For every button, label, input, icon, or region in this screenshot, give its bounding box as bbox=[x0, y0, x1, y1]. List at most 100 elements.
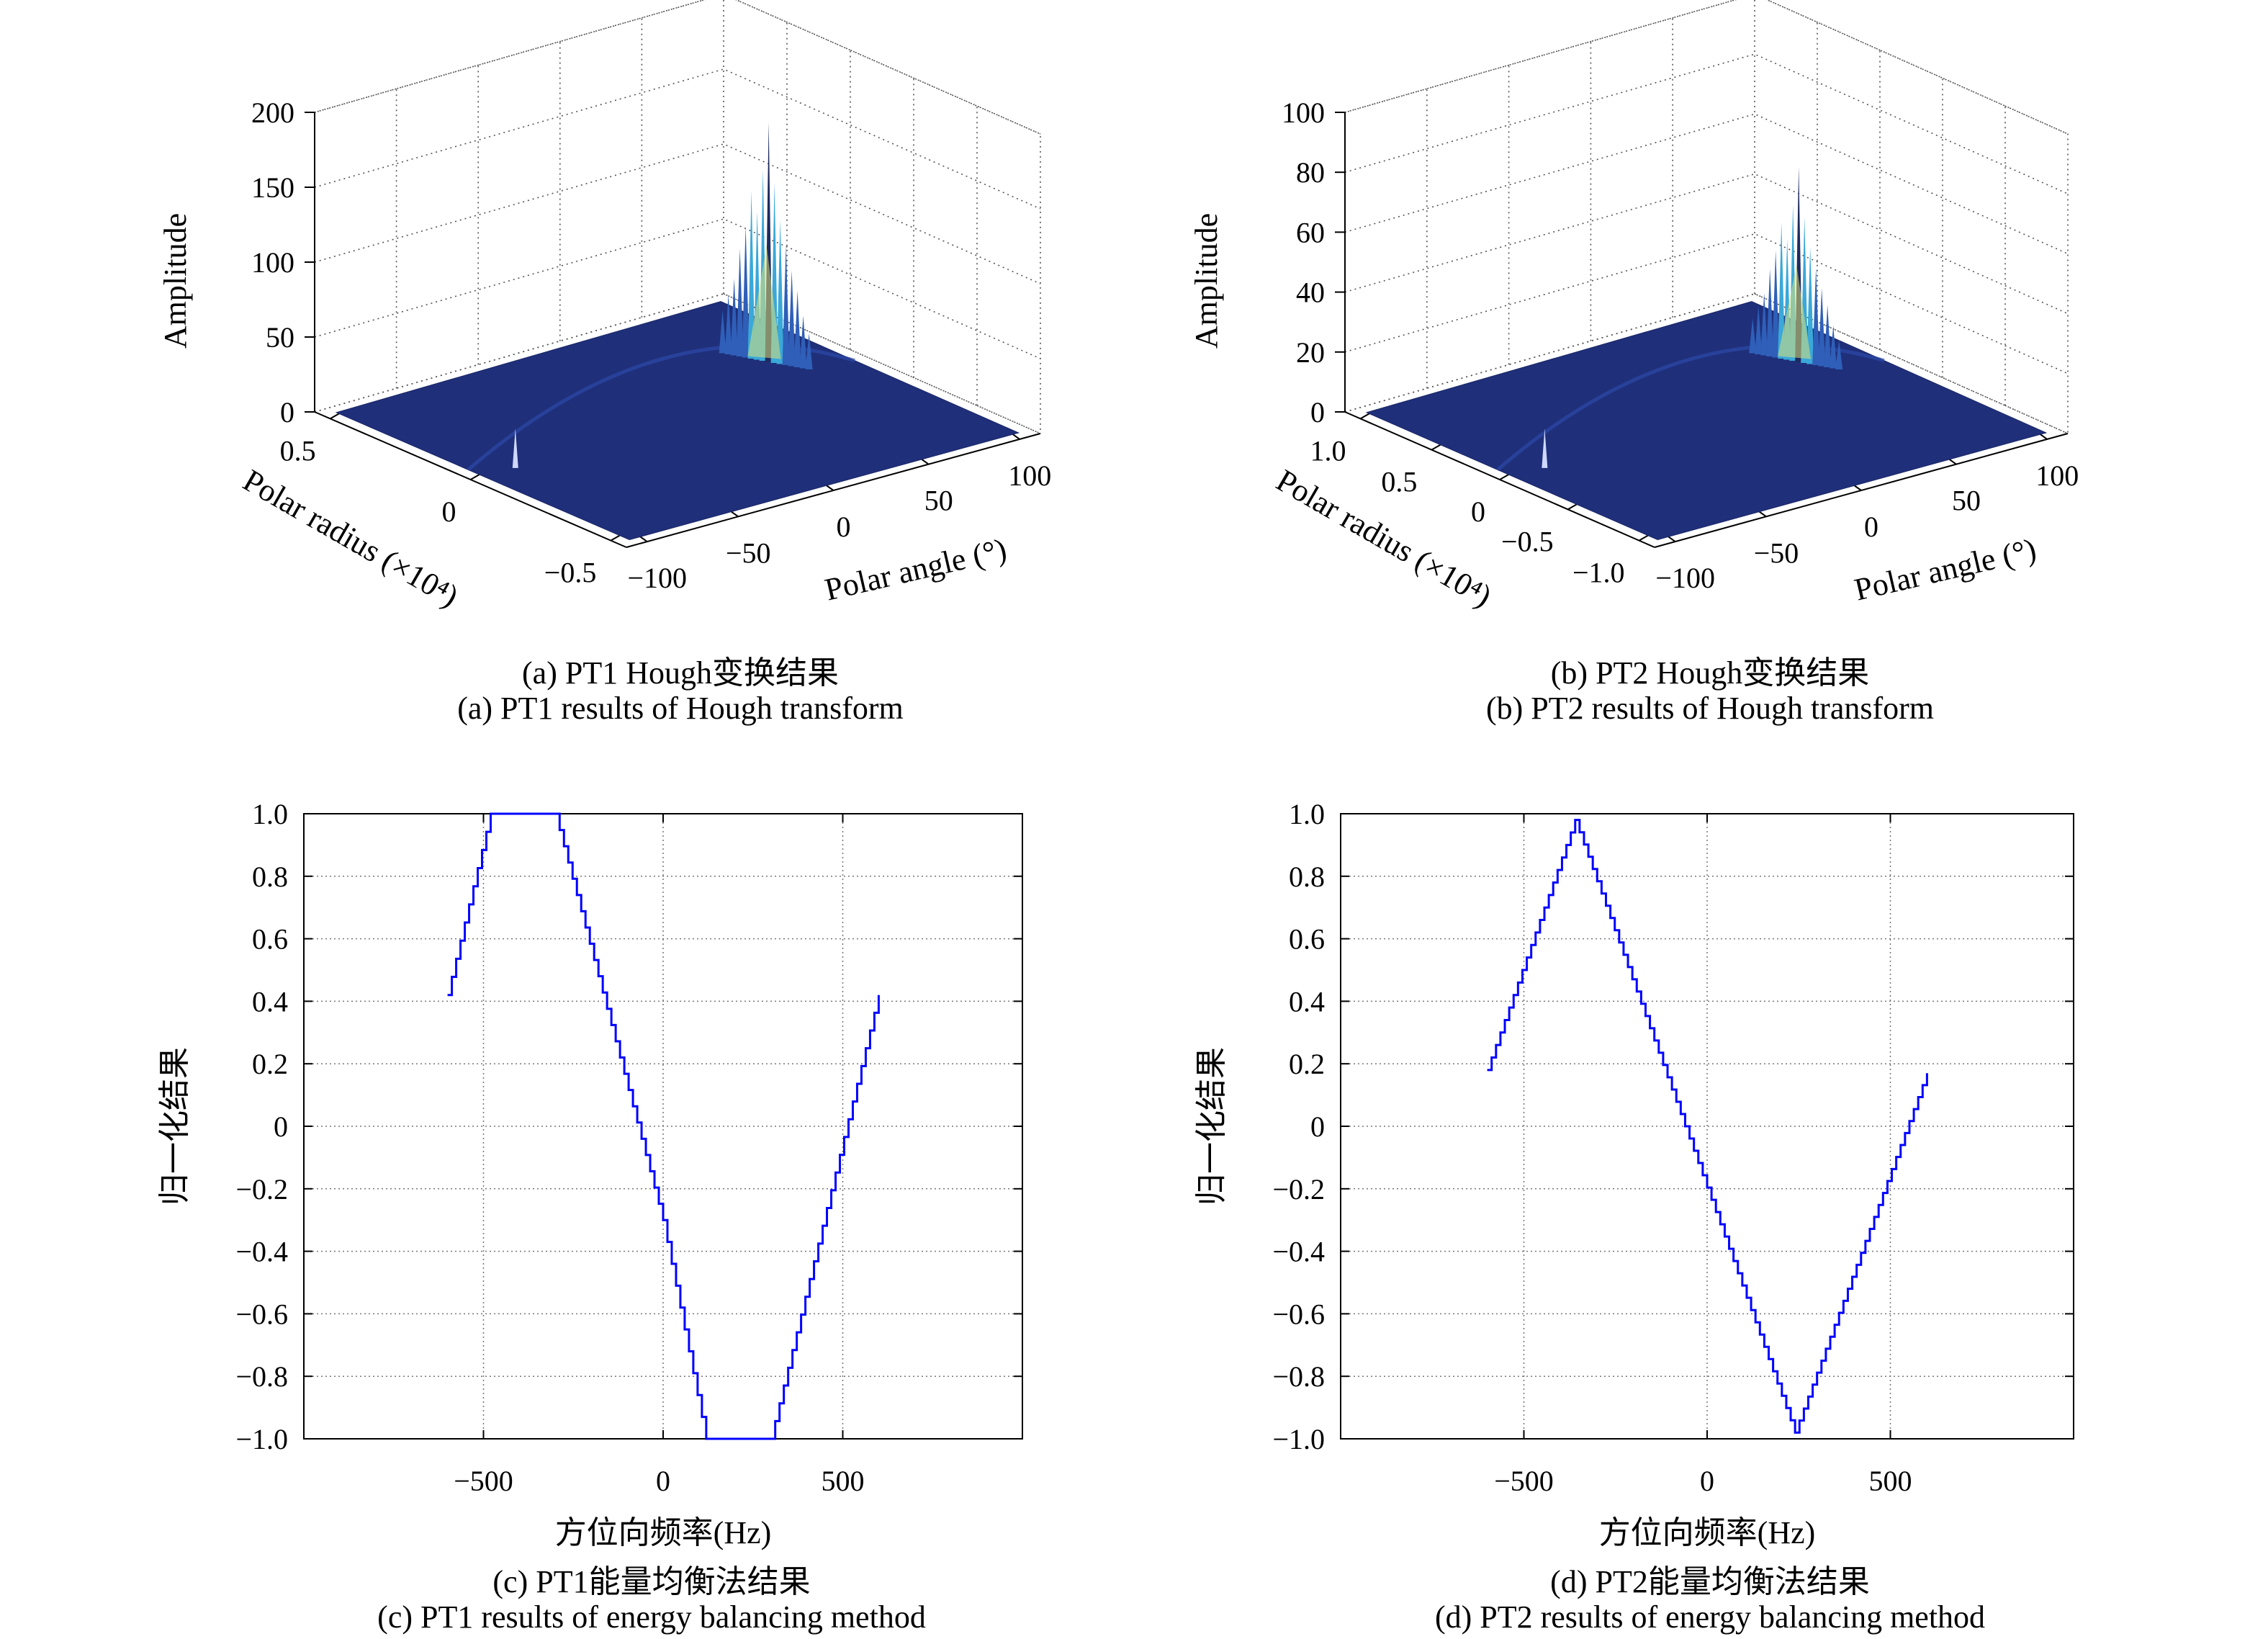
y-tick-label: −0.2 bbox=[235, 1173, 288, 1205]
panel-c: 1.0 0.8 0.6 0.4 0.2 0 −0.2 −0.4 −0.6 −0.8 −1.0 −500… bbox=[157, 798, 1023, 1635]
y-tick-label: 0.6 bbox=[1289, 923, 1325, 956]
panel-b: 0 20 40 60 80 100 1.0 0.5 0 −0.5 −1.0 −100 −50 0 50 100… bbox=[0, 0, 2268, 749]
x-tick-label: −100 bbox=[1655, 562, 1715, 594]
z-grid-line bbox=[1344, 293, 2069, 434]
surface-floor bbox=[1365, 301, 2048, 541]
surface-peak-spike bbox=[742, 225, 750, 358]
surface-ridge bbox=[467, 343, 855, 472]
z-tick-label: 50 bbox=[266, 321, 294, 354]
surface-peak-spike bbox=[1766, 269, 1774, 356]
y-tick-label: 0.8 bbox=[1289, 861, 1325, 893]
z-grid-line bbox=[1344, 0, 2069, 135]
z-tick-label: 80 bbox=[1296, 156, 1325, 189]
x-axis-label: 方位向频率(Hz) bbox=[1599, 1515, 1816, 1550]
surface-peak-spike bbox=[1806, 247, 1814, 364]
z-tick-label: 100 bbox=[1282, 96, 1325, 129]
z-grid-line bbox=[314, 293, 1041, 434]
z-axis-label: Amplitude bbox=[158, 213, 193, 349]
x-tick-label: 500 bbox=[822, 1465, 865, 1497]
x-tick-label: −50 bbox=[1754, 536, 1799, 569]
y-tick-label: 0 bbox=[1310, 1110, 1325, 1143]
y-tick bbox=[1499, 473, 1511, 480]
surface-peak-spike bbox=[1772, 250, 1780, 358]
surface-peak-spike bbox=[793, 290, 801, 367]
x-tick-label: 50 bbox=[924, 485, 953, 517]
z-grid-line bbox=[1344, 173, 2069, 315]
y-tick bbox=[1639, 534, 1650, 542]
surface-peak-spike bbox=[1830, 325, 1837, 369]
z-tick-label: 20 bbox=[1296, 336, 1325, 369]
surface-peak-spike bbox=[1818, 288, 1826, 367]
y-axis-label: 归一化结果 bbox=[1194, 1047, 1229, 1205]
caption-en-a: (a) PT1 results of Hough transform bbox=[457, 691, 904, 726]
z-axis-label: Amplitude bbox=[1189, 213, 1224, 349]
x-tick-label: 0 bbox=[837, 511, 851, 543]
y-tick-label: −0.4 bbox=[1272, 1236, 1325, 1268]
z-grid-line bbox=[314, 0, 1041, 135]
surface-peak-spike bbox=[788, 270, 796, 367]
surface-ridge bbox=[1496, 343, 1885, 472]
caption-en-d: (d) PT2 results of energy balancing meth… bbox=[1434, 1599, 1986, 1635]
surface-side-spike bbox=[1542, 428, 1548, 468]
surface-peak-spike bbox=[1835, 340, 1843, 369]
series-line bbox=[447, 812, 880, 1440]
y-tick-label: 0.8 bbox=[252, 861, 288, 893]
z-tick-label: 60 bbox=[1296, 216, 1325, 248]
y-tick-label: −0.6 bbox=[235, 1298, 288, 1330]
surface-peak-spike bbox=[1755, 305, 1763, 354]
z-tick-label: 40 bbox=[1296, 277, 1325, 309]
line-chart-c: 1.0 0.8 0.6 0.4 0.2 0 −0.2 −0.4 −0.6 −0.8 −1.0 −500… bbox=[157, 798, 1023, 1550]
z-grid-line bbox=[314, 68, 1041, 210]
x-tick-label: 100 bbox=[2035, 459, 2079, 492]
surface-peak-spike bbox=[1778, 222, 1786, 359]
box-floor-edge bbox=[1754, 293, 2069, 434]
surface-peak-spike bbox=[747, 190, 755, 359]
x-tick-label: 50 bbox=[1952, 485, 1981, 517]
surface-peak-spike bbox=[719, 310, 726, 354]
x-tick-label: 0 bbox=[1864, 511, 1878, 543]
y-tick-label: −0.8 bbox=[235, 1360, 288, 1393]
caption-cn-b: (b) PT2 Hough变换结果 bbox=[1550, 655, 1870, 691]
surface-chart-a: 0 50 100 150 200 0.5 0 −0.5 −100 −50 0 50 100 Amplitu… bbox=[158, 0, 1051, 614]
y-tick-label: 1.0 bbox=[252, 798, 288, 830]
z-grid-line bbox=[314, 143, 1041, 284]
series-line bbox=[1487, 819, 1928, 1434]
surface-peak-highlight bbox=[747, 245, 781, 359]
z-grid-line bbox=[1344, 113, 2069, 255]
surface-peak-spike bbox=[1760, 292, 1768, 356]
y-tick-label: 1.0 bbox=[1289, 798, 1325, 830]
x-tick-label: −500 bbox=[1494, 1465, 1554, 1497]
y-tick-label: −0.6 bbox=[1272, 1298, 1325, 1330]
y-tick-label: −1.0 bbox=[1272, 1423, 1325, 1455]
caption-cn-c: (c) PT1能量均衡法结果 bbox=[492, 1564, 811, 1599]
y-tick-label: −0.2 bbox=[1272, 1173, 1325, 1205]
y-tick-label: 0.4 bbox=[1289, 985, 1325, 1018]
surface-floor bbox=[335, 301, 1020, 541]
z-tick-label: 0 bbox=[1310, 396, 1325, 428]
surface-peak-spike bbox=[1824, 305, 1832, 367]
y-tick bbox=[1360, 412, 1371, 420]
y-tick-label: 1.0 bbox=[1310, 434, 1346, 467]
z-grid-line bbox=[314, 218, 1041, 359]
caption-en-b: (b) PT2 results of Hough transform bbox=[1485, 691, 1934, 726]
z-grid-line bbox=[1344, 233, 2069, 374]
caption-en-c: (c) PT1 results of energy balancing meth… bbox=[377, 1599, 926, 1635]
surface-peak-spike bbox=[736, 248, 744, 356]
y-tick-label: 0 bbox=[274, 1110, 288, 1143]
y-tick-label: −0.4 bbox=[235, 1236, 288, 1268]
surface-peak-spike bbox=[805, 333, 813, 369]
surface-peak-spike bbox=[1749, 318, 1757, 354]
surface-peak-spike bbox=[776, 220, 784, 364]
y-tick-label: −1.0 bbox=[235, 1423, 288, 1455]
x-tick-label: −500 bbox=[454, 1465, 513, 1497]
surface-chart-b: 0 20 40 60 80 100 1.0 0.5 0 −0.5 −1.0 −100 −50 0 50 100… bbox=[1189, 0, 2079, 614]
y-tick-label: −0.5 bbox=[1501, 525, 1554, 557]
surface-peak-spike bbox=[730, 278, 738, 356]
y-tick-label: −0.8 bbox=[1272, 1360, 1325, 1393]
surface-peak-spike bbox=[724, 294, 732, 354]
surface-peak-spike bbox=[1812, 267, 1820, 365]
y-tick bbox=[1567, 503, 1579, 511]
z-tick-label: 0 bbox=[280, 396, 294, 428]
z-tick-label: 200 bbox=[251, 96, 294, 129]
